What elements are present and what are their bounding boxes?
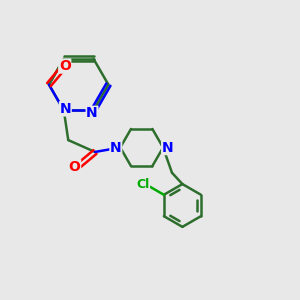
Text: O: O (59, 59, 71, 73)
Text: N: N (162, 140, 173, 154)
Text: O: O (69, 160, 81, 174)
Text: Cl: Cl (136, 178, 149, 191)
Text: N: N (86, 106, 98, 120)
Text: N: N (59, 102, 71, 116)
Text: N: N (110, 140, 122, 154)
